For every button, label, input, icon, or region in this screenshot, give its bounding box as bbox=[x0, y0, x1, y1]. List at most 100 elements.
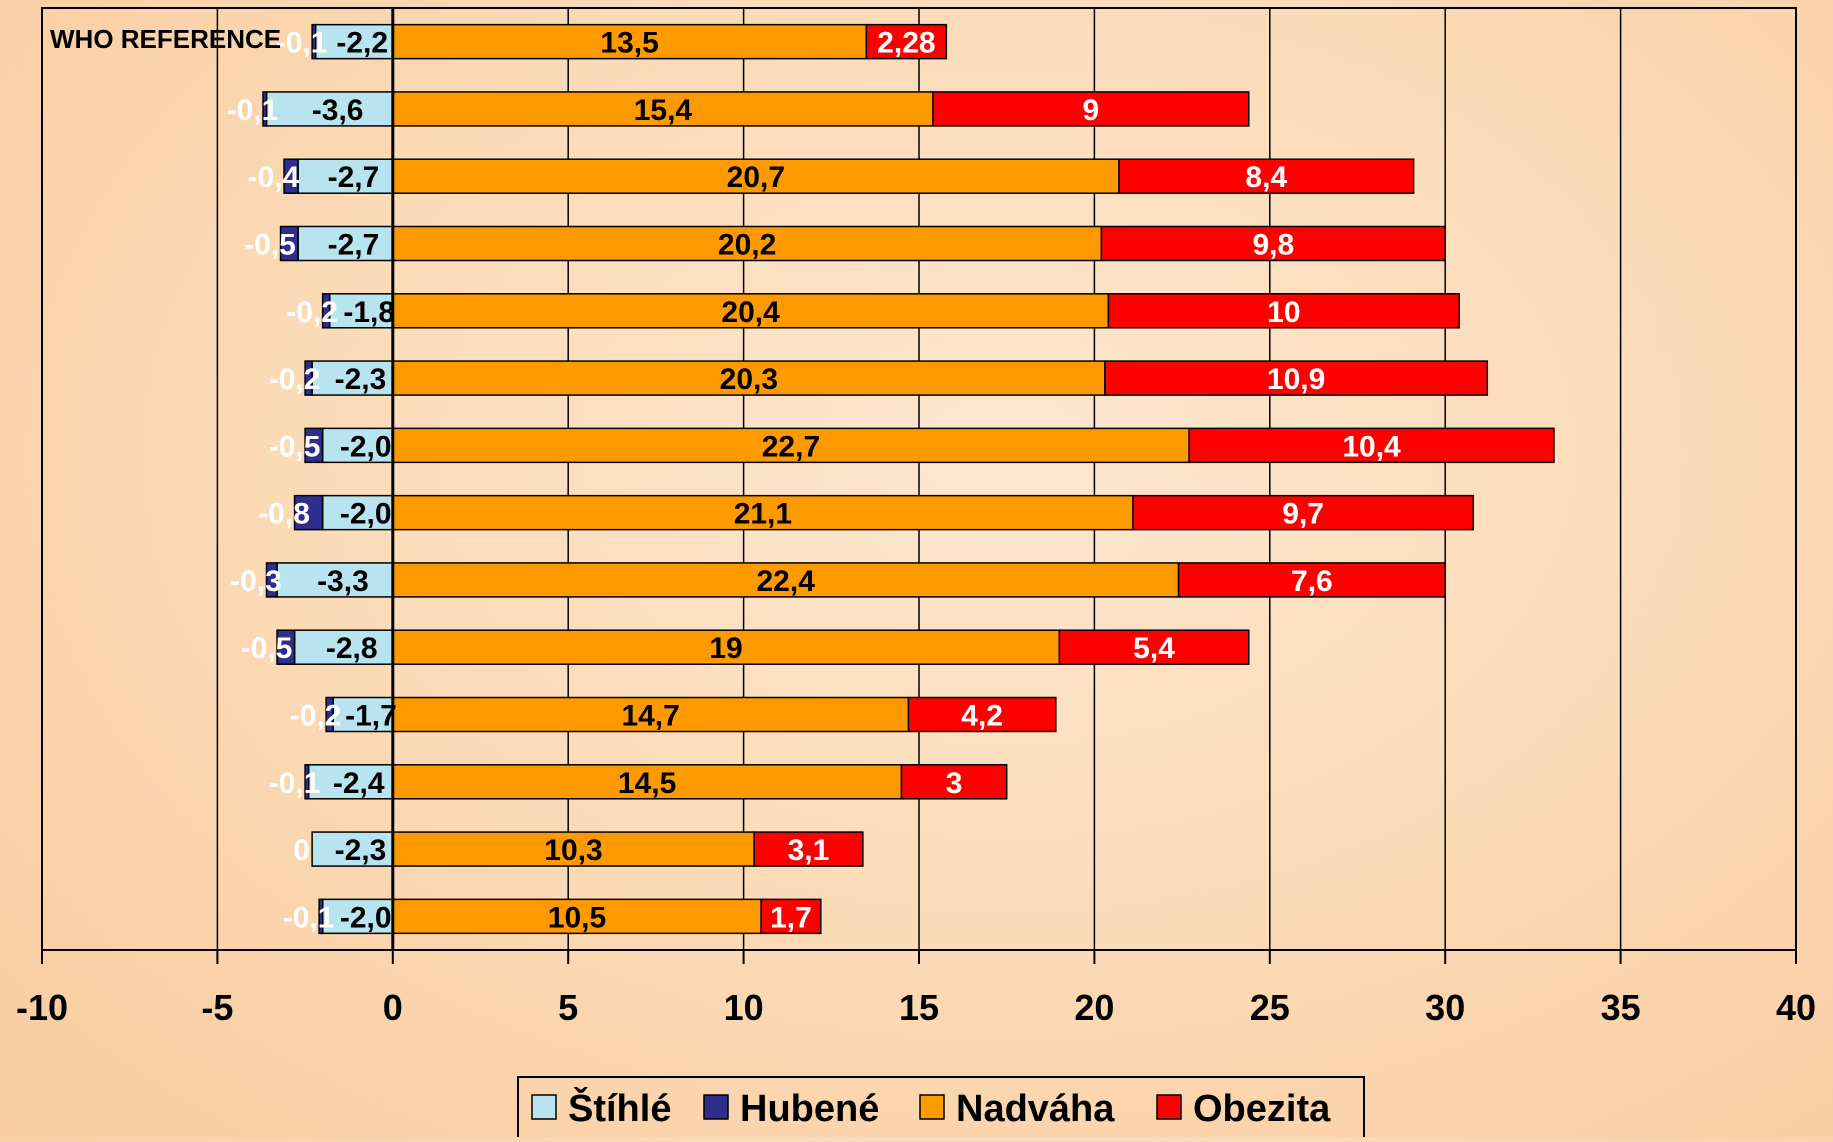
legend-label: Nadváha bbox=[956, 1088, 1115, 1130]
bar-segment-nadvaha bbox=[392, 764, 903, 800]
data-label: 1,7 bbox=[770, 901, 812, 934]
bar-segment-obezita bbox=[900, 764, 1008, 800]
bar-segment-hubene bbox=[283, 158, 299, 194]
data-label: 20,3 bbox=[720, 363, 778, 396]
chart-annotation: WHO REFERENCE bbox=[50, 24, 281, 54]
data-label: 22,4 bbox=[757, 565, 816, 598]
data-label: 19 bbox=[709, 632, 742, 665]
bar-segment-stihle bbox=[311, 831, 394, 867]
bar-segment-nadvaha bbox=[392, 831, 755, 867]
data-label: -0,5 bbox=[241, 632, 293, 665]
data-label: 21,1 bbox=[734, 498, 792, 531]
data-label: 14,7 bbox=[621, 700, 679, 733]
data-label: 20,7 bbox=[727, 161, 785, 194]
data-label: 9 bbox=[1083, 94, 1100, 127]
bar-segment-obezita bbox=[760, 898, 822, 935]
legend-swatch bbox=[919, 1094, 945, 1120]
data-label: -2,3 bbox=[335, 834, 387, 867]
data-label: -3,6 bbox=[312, 94, 364, 127]
data-label: -2,0 bbox=[340, 430, 392, 463]
data-label: -2,2 bbox=[336, 27, 388, 60]
bar-segment-stihle bbox=[328, 293, 394, 329]
legend: Štíhlé Hubené Nadváha Obezita bbox=[517, 1076, 1365, 1140]
bar-segment-obezita bbox=[1100, 225, 1446, 262]
bar-segment-obezita bbox=[932, 91, 1250, 127]
bar-segment-stihle bbox=[321, 898, 394, 935]
bar-segment-nadvaha bbox=[392, 23, 868, 60]
x-axis: -10 -5 0 5 10 15 20 25 30 35 40 bbox=[16, 8, 1816, 1028]
x-tick-label: 20 bbox=[1074, 987, 1114, 1028]
bar-segment-hubene bbox=[276, 629, 296, 665]
data-label: 20,4 bbox=[721, 296, 780, 329]
x-tick-label: 5 bbox=[558, 987, 578, 1028]
data-label: 10,3 bbox=[544, 834, 602, 867]
data-label: -0,1 bbox=[269, 767, 321, 800]
data-label: -0,1 bbox=[283, 901, 335, 934]
data-label: -0,5 bbox=[269, 430, 321, 463]
bar-segment-obezita bbox=[865, 23, 948, 60]
bar-segment-stihle bbox=[297, 225, 394, 262]
data-label: 10,9 bbox=[1267, 363, 1325, 396]
data-label: -2,7 bbox=[328, 229, 380, 262]
bar-segment-hubene bbox=[262, 91, 268, 127]
bar-segment-obezita bbox=[1058, 629, 1250, 665]
legend-swatch bbox=[703, 1094, 729, 1120]
data-label: 14,5 bbox=[618, 767, 676, 800]
data-label: -1,7 bbox=[345, 700, 397, 733]
bar-segment-nadvaha bbox=[392, 225, 1103, 262]
data-label: 13,5 bbox=[600, 27, 658, 60]
bar-segment-obezita bbox=[1188, 427, 1555, 464]
bar-segment-obezita bbox=[1118, 158, 1415, 194]
bar-segment-obezita bbox=[1132, 494, 1475, 531]
x-tick-label: -5 bbox=[201, 987, 233, 1028]
data-label: 8,4 bbox=[1245, 161, 1287, 194]
data-label: -0,3 bbox=[230, 565, 282, 598]
bar-segment-stihle bbox=[321, 494, 394, 531]
bar-segment-hubene bbox=[321, 293, 331, 329]
data-label: 3,1 bbox=[788, 834, 830, 867]
legend-label: Štíhlé bbox=[568, 1085, 671, 1130]
data-label: -0,1 bbox=[276, 27, 328, 60]
data-label: 9,8 bbox=[1252, 229, 1294, 262]
data-label: -0,5 bbox=[244, 229, 296, 262]
bar-segment-hubene bbox=[293, 494, 324, 531]
data-label: 10 bbox=[1267, 296, 1300, 329]
bar-segment-nadvaha bbox=[392, 293, 1110, 329]
legend-label: Obezita bbox=[1193, 1088, 1331, 1130]
data-label: 15,4 bbox=[634, 94, 693, 127]
data-label: -0,1 bbox=[227, 94, 279, 127]
x-tick-label: 40 bbox=[1776, 987, 1816, 1028]
bar-segment-obezita bbox=[753, 831, 864, 867]
data-label: -2,3 bbox=[335, 363, 387, 396]
data-label: 20,2 bbox=[718, 229, 776, 262]
x-tick-label: 10 bbox=[724, 987, 764, 1028]
bars bbox=[262, 23, 1555, 935]
bar-segment-obezita bbox=[1177, 562, 1446, 598]
data-label: -2,4 bbox=[333, 767, 385, 800]
legend-swatch bbox=[531, 1094, 557, 1120]
bar-segment-stihle bbox=[265, 91, 394, 127]
data-label: -2,0 bbox=[340, 498, 392, 531]
data-label: -0,4 bbox=[248, 161, 300, 194]
legend-swatch bbox=[1156, 1094, 1182, 1120]
x-tick-label: 30 bbox=[1425, 987, 1465, 1028]
legend-label: Hubené bbox=[740, 1088, 879, 1130]
x-tick-label: 0 bbox=[383, 987, 403, 1028]
data-label: 22,7 bbox=[762, 430, 820, 463]
bar-segment-obezita bbox=[1107, 293, 1460, 329]
data-label: -1,8 bbox=[343, 296, 395, 329]
data-label: 2,28 bbox=[877, 27, 935, 60]
bar-segment-hubene bbox=[318, 898, 324, 935]
data-label: -2,0 bbox=[340, 901, 392, 934]
bar-segment-hubene bbox=[265, 562, 278, 598]
data-label: 0 bbox=[293, 834, 310, 867]
data-label: 9,7 bbox=[1282, 498, 1324, 531]
data-label: -2,7 bbox=[328, 161, 380, 194]
data-label: -2,8 bbox=[326, 632, 378, 665]
data-label: -0,2 bbox=[286, 296, 338, 329]
data-label: 10,5 bbox=[548, 901, 606, 934]
bar-segment-hubene bbox=[279, 225, 299, 262]
x-tick-label: 25 bbox=[1250, 987, 1290, 1028]
data-label: -0,8 bbox=[258, 498, 310, 531]
